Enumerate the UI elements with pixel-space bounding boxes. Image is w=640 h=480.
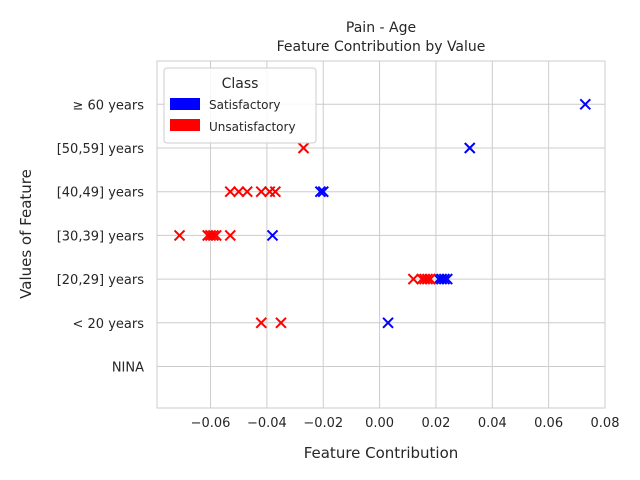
marker-satisfactory [579, 98, 591, 111]
plot-frame [156, 60, 606, 409]
legend-label-satisfactory: Satisfactory [209, 98, 281, 112]
marker-satisfactory [464, 142, 476, 154]
marker-unsatisfactory [224, 185, 236, 198]
chart-subtitle: Feature Contribution by Value [277, 39, 486, 55]
y-tick-label: [30,39] years [57, 229, 144, 244]
legend-title: Class [222, 76, 259, 92]
data-markers [173, 98, 591, 329]
y-tick-label: [40,49] years [57, 186, 144, 201]
y-tick-label: [20,29] years [57, 273, 144, 288]
chart-title: Pain - Age [346, 20, 416, 36]
marker-unsatisfactory [224, 229, 236, 242]
x-tick-label: 0.02 [421, 416, 450, 431]
x-tick-labels: −0.06 −0.04 −0.02 0.00 0.02 0.04 0.06 0.08 [191, 416, 620, 431]
x-tick-label: 0.00 [365, 416, 394, 431]
marker-unsatisfactory [424, 273, 437, 285]
marker-unsatisfactory [255, 317, 267, 329]
x-tick-label: 0.08 [591, 416, 620, 431]
marker-unsatisfactory [407, 273, 420, 285]
x-tick-label: −0.02 [303, 416, 343, 431]
legend: Class Satisfactory Unsatisfactory [163, 67, 317, 144]
x-axis-label: Feature Contribution [304, 444, 459, 462]
y-tick-label: ≥ 60 years [73, 98, 145, 113]
marker-satisfactory [266, 229, 279, 242]
marker-unsatisfactory [173, 229, 186, 242]
marker-unsatisfactory [255, 185, 267, 198]
y-tick-labels: NINA < 20 years [20,29] years [30,39] years… [57, 98, 144, 375]
y-tick-label: NINA [112, 361, 144, 376]
legend-label-unsatisfactory: Unsatisfactory [209, 120, 296, 134]
marker-unsatisfactory [210, 229, 222, 242]
marker-unsatisfactory [269, 185, 282, 198]
marker-unsatisfactory [233, 185, 245, 198]
x-tick-label: 0.06 [534, 416, 563, 431]
marker-satisfactory [314, 185, 327, 198]
marker-unsatisfactory [275, 317, 287, 329]
legend-swatch-unsatisfactory [170, 119, 200, 131]
x-tick-label: −0.06 [191, 416, 231, 431]
marker-satisfactory [438, 273, 451, 285]
marker-satisfactory [382, 317, 394, 329]
legend-swatch-satisfactory [170, 98, 200, 110]
x-tick-label: −0.04 [247, 416, 287, 431]
marker-unsatisfactory [207, 229, 220, 242]
y-tick-label: < 20 years [73, 317, 145, 332]
marker-satisfactory [441, 273, 453, 285]
marker-unsatisfactory [297, 142, 310, 154]
x-tick-label: 0.04 [478, 416, 507, 431]
marker-satisfactory [317, 185, 329, 198]
marker-unsatisfactory [241, 185, 253, 198]
y-tick-label: [50,59] years [57, 142, 144, 157]
marker-unsatisfactory [421, 273, 434, 285]
y-axis-label: Values of Feature [17, 169, 35, 299]
legend-box [163, 67, 317, 144]
